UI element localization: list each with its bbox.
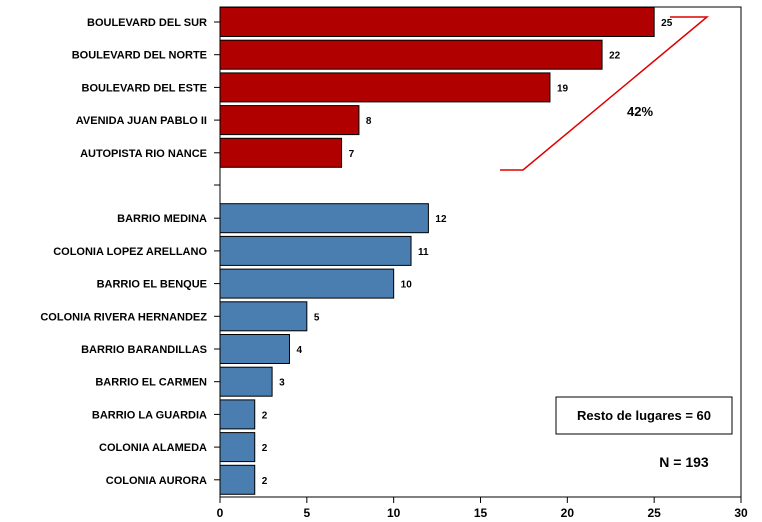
- bar: [219, 203, 429, 234]
- category-label: BOULEVARD DEL SUR: [87, 17, 207, 29]
- category-label: COLONIA RIVERA HERNANDEZ: [40, 311, 207, 323]
- category-label: AUTOPISTA RIO NANCE: [80, 148, 207, 160]
- value-label: 5: [314, 312, 320, 323]
- bar: [219, 432, 256, 463]
- category-label: BOULEVARD DEL NORTE: [72, 50, 207, 62]
- bar: [219, 137, 343, 168]
- resto-label: Resto de lugares = 60: [577, 408, 711, 423]
- value-label: 11: [418, 247, 429, 258]
- category-label: AVENIDA JUAN PABLO II: [76, 115, 207, 127]
- x-tick-label: 20: [561, 506, 575, 520]
- x-tick-label: 15: [474, 506, 488, 520]
- bar: [219, 235, 412, 266]
- category-label: COLONIA LOPEZ ARELLANO: [53, 246, 207, 258]
- bar: [219, 334, 290, 364]
- category-label: COLONIA AURORA: [106, 475, 207, 487]
- value-label: 12: [435, 214, 447, 225]
- bar: [219, 399, 256, 430]
- value-label: 7: [349, 149, 355, 160]
- x-tick-label: 10: [387, 506, 401, 520]
- value-label: 10: [401, 280, 413, 291]
- bar: [219, 105, 360, 136]
- x-axis: 0 5 10 15 20 25 30: [217, 497, 748, 520]
- value-label: 22: [609, 51, 621, 62]
- value-label: 2: [262, 476, 268, 487]
- value-label: 4: [296, 345, 302, 356]
- value-label: 3: [279, 378, 285, 389]
- bar: [219, 301, 308, 332]
- category-label: BARRIO EL CARMEN: [95, 377, 207, 389]
- x-tick-label: 30: [734, 506, 748, 520]
- category-label: BOULEVARD DEL ESTE: [82, 82, 208, 94]
- value-label: 19: [557, 83, 569, 94]
- category-label: COLONIA ALAMEDA: [99, 442, 207, 454]
- bar: [219, 39, 603, 70]
- bars: [214, 7, 655, 495]
- bar: [219, 366, 273, 397]
- resto-box: [555, 396, 733, 435]
- category-label: BARRIO MEDINA: [117, 213, 207, 225]
- category-labels: BOULEVARD DEL SUR BOULEVARD DEL NORTE BOUL…: [40, 17, 207, 487]
- x-tick-label: 0: [217, 506, 224, 520]
- bar: [219, 268, 395, 299]
- n-total-label: N = 193: [659, 454, 709, 470]
- category-label: BARRIO LA GUARDIA: [92, 409, 207, 421]
- bar: [219, 464, 256, 495]
- x-tick-label: 5: [303, 506, 310, 520]
- value-label: 25: [661, 18, 673, 29]
- x-tick-label: 25: [647, 506, 661, 520]
- percentage-label: 42%: [627, 104, 653, 119]
- category-label: BARRIO BARANDILLAS: [81, 344, 207, 356]
- value-label: 8: [366, 116, 372, 127]
- percentage-bracket: [500, 16, 710, 171]
- category-label: BARRIO EL BENQUE: [97, 279, 207, 291]
- value-label: 2: [262, 410, 268, 421]
- bar: [219, 7, 655, 37]
- value-label: 2: [262, 443, 268, 454]
- bar: [219, 72, 551, 103]
